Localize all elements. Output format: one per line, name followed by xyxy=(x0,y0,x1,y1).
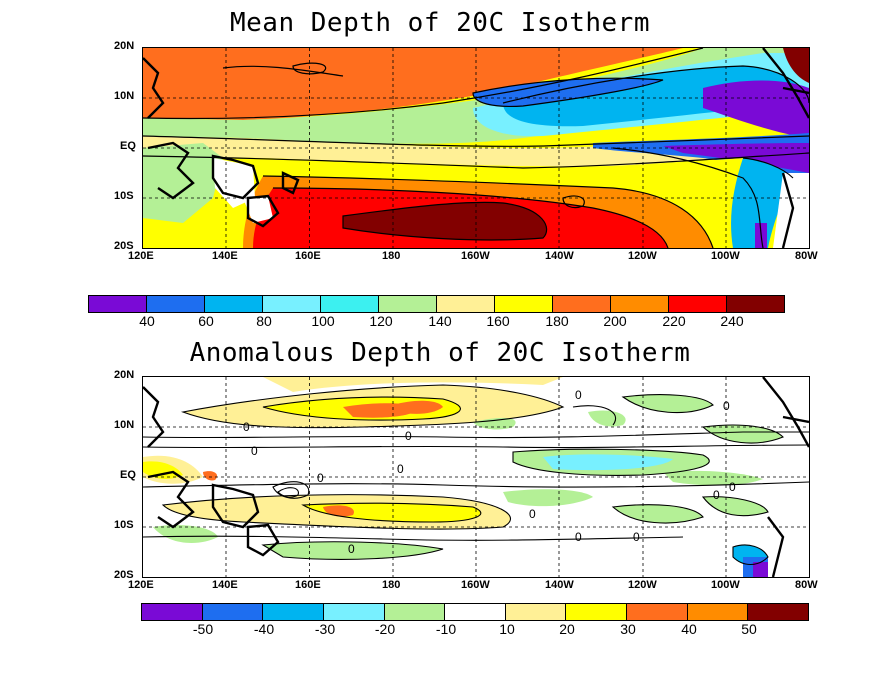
colorbar-label: 50 xyxy=(741,621,757,637)
colorbar-label: -30 xyxy=(314,621,336,637)
colorbar-swatch xyxy=(322,603,385,621)
lon-label-120e: 120E xyxy=(128,250,154,262)
lon-label-80w: 80W xyxy=(795,250,818,262)
colorbar-label: -50 xyxy=(192,621,214,637)
lat-label-10n: 10N xyxy=(114,419,135,431)
colorbar-swatch xyxy=(262,603,324,621)
colorbar-swatch xyxy=(204,295,263,313)
lon-label-160e: 160E xyxy=(295,579,321,591)
colorbar-swatch xyxy=(610,295,669,313)
colorbar-swatch xyxy=(726,295,785,313)
contour-label: 0 xyxy=(243,420,250,434)
colorbar-swatch xyxy=(141,603,203,621)
colorbar-label: 10 xyxy=(499,621,515,637)
lat-label-10n: 10N xyxy=(114,90,135,102)
colorbar-label: 40 xyxy=(139,313,155,329)
lat-label-10s: 10S xyxy=(114,190,134,202)
lat-label-20s: 20S xyxy=(114,240,134,252)
colorbar-swatch xyxy=(88,295,147,313)
colorbar-label: -40 xyxy=(253,621,275,637)
colorbar-label: 160 xyxy=(486,313,510,329)
colorbar-label: 30 xyxy=(620,621,636,637)
contour-label: 0 xyxy=(633,530,640,544)
lon-label-80w: 80W xyxy=(795,579,818,591)
colorbar-swatch xyxy=(262,295,321,313)
lon-label-140w: 140W xyxy=(545,250,574,262)
contour-label: 0 xyxy=(405,429,412,443)
anomalous-depth-title: Anomalous Depth of 20C Isotherm xyxy=(189,338,691,368)
contour-label: 0 xyxy=(575,388,582,402)
colorbar-label: -20 xyxy=(374,621,396,637)
colorbar-swatch xyxy=(552,295,611,313)
lon-label-180: 180 xyxy=(382,250,401,262)
colorbar-swatch xyxy=(686,603,749,621)
colorbar-swatch xyxy=(201,603,264,621)
lon-label-120w: 120W xyxy=(628,579,657,591)
lon-label-100w: 100W xyxy=(711,250,740,262)
contour-label: 0 xyxy=(317,471,324,485)
anomaly-colorbar xyxy=(141,603,810,621)
lat-label-eq: EQ xyxy=(120,140,136,152)
lon-label-100w: 100W xyxy=(711,579,740,591)
contour-label: 0 xyxy=(713,488,720,502)
colorbar-label: 140 xyxy=(428,313,452,329)
lon-label-120e: 120E xyxy=(128,579,154,591)
colorbar-label: 40 xyxy=(681,621,697,637)
contour-label: 0 xyxy=(729,480,736,494)
colorbar-label: 100 xyxy=(311,313,335,329)
colorbar-label: 180 xyxy=(545,313,569,329)
contour-label: 0 xyxy=(251,444,258,458)
anomalous-depth-map: 0 0 0 0 0 0 0 0 0 0 0 0 0 xyxy=(142,376,810,578)
mean-depth-colorbar xyxy=(88,295,792,313)
colorbar-swatch xyxy=(668,295,727,313)
lon-label-160w: 160W xyxy=(461,579,490,591)
colorbar-label: 60 xyxy=(198,313,214,329)
lon-label-160w: 160W xyxy=(461,250,490,262)
colorbar-swatch xyxy=(444,603,506,621)
lon-label-140e: 140E xyxy=(212,579,238,591)
mean-depth-title: Mean Depth of 20C Isotherm xyxy=(230,8,650,38)
contour-label: 0 xyxy=(397,462,404,476)
colorbar-label: 200 xyxy=(603,313,627,329)
colorbar-swatch xyxy=(436,295,495,313)
lon-label-140w: 140W xyxy=(545,579,574,591)
colorbar-label: 120 xyxy=(369,313,393,329)
lat-label-eq: EQ xyxy=(120,469,136,481)
lat-label-10s: 10S xyxy=(114,519,134,531)
lat-label-20s: 20S xyxy=(114,569,134,581)
lon-label-180: 180 xyxy=(382,579,401,591)
colorbar-label: 20 xyxy=(559,621,575,637)
colorbar-label: 220 xyxy=(662,313,686,329)
lon-label-120w: 120W xyxy=(628,250,657,262)
lat-label-20n: 20N xyxy=(114,369,135,381)
colorbar-label: 240 xyxy=(720,313,744,329)
colorbar-label: 80 xyxy=(256,313,272,329)
colorbar-swatch xyxy=(626,603,688,621)
contour-label: 0 xyxy=(575,530,582,544)
colorbar-label: -10 xyxy=(435,621,457,637)
colorbar-swatch xyxy=(494,295,553,313)
colorbar-swatch xyxy=(383,603,446,621)
colorbar-swatch xyxy=(320,295,379,313)
colorbar-swatch xyxy=(504,603,567,621)
colorbar-swatch xyxy=(565,603,628,621)
colorbar-swatch xyxy=(747,603,810,621)
lon-label-160e: 160E xyxy=(295,250,321,262)
contour-label: 0 xyxy=(723,399,730,413)
mean-depth-map xyxy=(142,47,810,249)
colorbar-swatch xyxy=(378,295,437,313)
colorbar-swatch xyxy=(146,295,205,313)
contour-label: 0 xyxy=(348,542,355,556)
contour-label: 0 xyxy=(529,507,536,521)
lon-label-140e: 140E xyxy=(212,250,238,262)
lat-label-20n: 20N xyxy=(114,40,135,52)
